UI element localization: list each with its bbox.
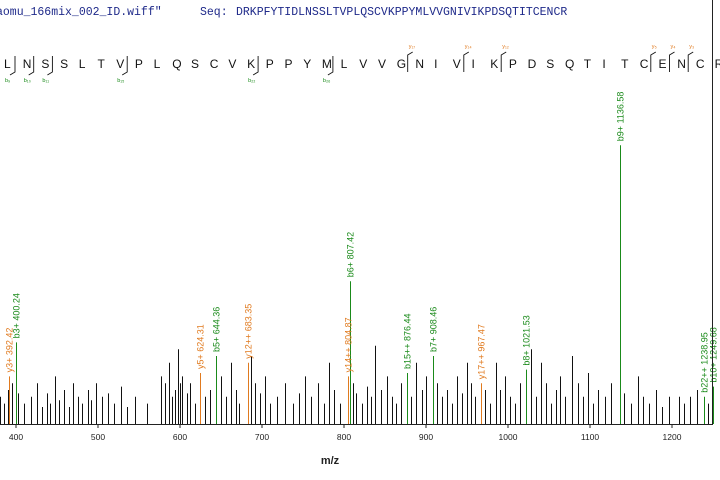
b-ion-cleavage-mark: [327, 56, 334, 76]
y-ion-label: y₁₄: [465, 44, 473, 50]
y-ion-cleavage-mark: [687, 51, 694, 72]
x-tick-label: 600: [173, 432, 187, 442]
sequence-label: Seq:: [200, 6, 228, 19]
residue: N: [23, 57, 32, 71]
x-tick-label: 1100: [581, 432, 600, 442]
x-tick-label: 800: [337, 432, 351, 442]
y-ion-cleavage-mark: [407, 51, 413, 72]
peak-layer: [0, 145, 714, 424]
b-ion-cleavage-mark: [28, 56, 35, 76]
peak-label: b8+ 1021.53: [522, 315, 532, 365]
b-ion-cleavage-mark: [121, 56, 128, 76]
residue: T: [98, 57, 106, 71]
residue: L: [341, 57, 348, 71]
y-ion-label: y₄: [671, 44, 677, 50]
residue: L: [79, 57, 86, 71]
residue: G: [397, 57, 406, 71]
residue: V: [228, 57, 236, 71]
residue: I: [602, 57, 605, 71]
residue: S: [41, 57, 49, 71]
residue: V: [359, 57, 367, 71]
peak-label: b3+ 400.24: [12, 293, 22, 338]
residue: C: [696, 57, 705, 71]
y-ion-cleavage-mark: [463, 51, 470, 72]
residue: M: [322, 57, 332, 71]
residue: S: [546, 57, 554, 71]
y-ion-label: y₃: [689, 44, 694, 50]
residue: P: [266, 57, 274, 71]
peak-label: b5+ 644.36: [212, 307, 222, 352]
peak-label: y14++ 804.87: [344, 317, 354, 372]
peak-label: b15++ 876.44: [403, 313, 413, 369]
x-tick-label: 700: [255, 432, 269, 442]
y-ion-cleavage-mark: [669, 51, 675, 72]
b-ion-label: b₂₂: [248, 78, 255, 84]
x-axis-ticks: 400 500 600 700 800 900 1000 1100 1200: [9, 424, 682, 442]
residue: T: [621, 57, 629, 71]
x-tick-label: 1200: [663, 432, 682, 442]
x-tick-label: 400: [9, 432, 23, 442]
y-ion-label: y₁₇: [409, 44, 416, 50]
residue: D: [528, 57, 537, 71]
y-ion-label: y₅: [652, 44, 657, 50]
peptide-sequence: DRKPFYTIDLNSSLTVPLQSCVKPPYMLVVGNIVIKPDSQ…: [236, 6, 568, 19]
b-ion-cleavage-mark: [9, 56, 16, 76]
x-tick-label: 1000: [499, 432, 518, 442]
residue: R: [715, 57, 720, 71]
residue: K: [490, 57, 498, 71]
peak-label: y12++ 683.35: [244, 304, 254, 359]
x-tick-label: 500: [91, 432, 105, 442]
residue: N: [415, 57, 424, 71]
b-ion-label: b₁₀: [24, 78, 31, 84]
residue: T: [584, 57, 592, 71]
peak-label: b9+ 1136.58: [616, 92, 626, 142]
b-ion-cleavage-mark: [47, 56, 53, 76]
fragment-map: L N S S L T V P L Q S C V K P P Y M L V V G N I V I K P D S Q T I T C E N C Rb…: [4, 44, 720, 84]
peak-label: y5+ 624.31: [196, 324, 206, 369]
b-ion-cleavage-mark: [252, 56, 259, 76]
peak-label: y3+ 392.42: [5, 328, 15, 373]
b-ion-label: b₁₁: [42, 78, 49, 84]
peak-label: b10+ 1249.68: [709, 327, 719, 382]
residue: K: [247, 57, 255, 71]
residue: Q: [565, 57, 574, 71]
peak-label: b22++ 1238.95: [700, 332, 710, 393]
peak-label: b6+ 807.42: [346, 232, 356, 277]
residue: C: [640, 57, 649, 71]
file-name: aomu_166mix_002_ID.wiff": [0, 6, 162, 19]
residue: N: [677, 57, 686, 71]
residue: Y: [303, 57, 311, 71]
residue: I: [434, 57, 437, 71]
x-tick-label: 900: [419, 432, 433, 442]
residue: P: [285, 57, 293, 71]
residue: S: [191, 57, 199, 71]
peak-label: y17++ 967.47: [477, 324, 487, 379]
residue: C: [210, 57, 219, 71]
peak-label: b7+ 908.46: [429, 307, 439, 352]
b-ion-label: b₉: [5, 78, 10, 84]
residue: L: [154, 57, 161, 71]
b-ion-label: b₁₅: [117, 78, 124, 84]
y-ion-label: y₁₂: [502, 44, 509, 50]
residue: P: [135, 57, 143, 71]
residue: V: [378, 57, 386, 71]
spectrum-header: aomu_166mix_002_ID.wiff" Seq: DRKPFYTIDL…: [0, 6, 720, 22]
x-axis-label: m/z: [321, 455, 340, 467]
residue: P: [509, 57, 517, 71]
residue: S: [60, 57, 68, 71]
b-ion-label: b₂₆: [323, 78, 330, 84]
residue: L: [4, 57, 11, 71]
residue: Q: [172, 57, 181, 71]
y-ion-cleavage-mark: [500, 51, 507, 72]
residue: V: [116, 57, 124, 71]
y-ion-cleavage-mark: [650, 51, 657, 72]
residue: I: [472, 57, 475, 71]
residue: V: [453, 57, 461, 71]
residue: E: [659, 57, 667, 71]
